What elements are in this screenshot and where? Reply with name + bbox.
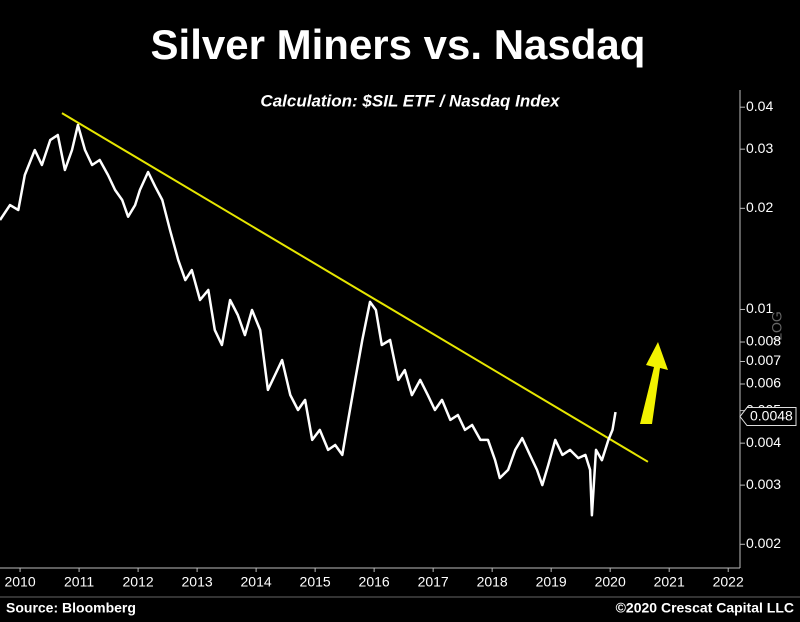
chart-title: Silver Miners vs. Nasdaq xyxy=(151,21,646,68)
y-tick-label: 0.006 xyxy=(746,375,781,391)
x-tick-label: 2015 xyxy=(300,574,331,590)
x-tick-label: 2017 xyxy=(418,574,449,590)
last-value-label: 0.0048 xyxy=(750,407,793,423)
source: Source: Bloomberg xyxy=(6,600,136,616)
y-tick-label: 0.003 xyxy=(746,476,781,492)
y-tick-label: 0.008 xyxy=(746,333,781,349)
y-tick-label: 0.004 xyxy=(746,434,781,450)
x-tick-label: 2012 xyxy=(123,574,154,590)
x-tick-label: 2022 xyxy=(713,574,744,590)
x-tick-label: 2014 xyxy=(241,574,272,590)
series-line xyxy=(0,123,617,517)
x-tick-label: 2019 xyxy=(536,574,567,590)
last-value-box xyxy=(739,407,797,427)
scale-label: LOG xyxy=(769,311,785,341)
trendline xyxy=(61,112,649,463)
x-tick-label: 2018 xyxy=(477,574,508,590)
y-tick-label: 0.002 xyxy=(746,535,781,551)
x-tick-label: 2020 xyxy=(595,574,626,590)
chart-subtitle: Calculation: $SIL ETF / Nasdaq Index xyxy=(260,91,561,110)
y-tick-label: 0.04 xyxy=(746,98,773,114)
y-tick-label: 0.01 xyxy=(746,300,773,316)
x-tick-label: 2016 xyxy=(359,574,390,590)
y-tick-label: 0.007 xyxy=(746,352,781,368)
x-tick-label: 2010 xyxy=(4,574,35,590)
copyright: ©2020 Crescat Capital LLC xyxy=(616,600,794,616)
arrow xyxy=(640,342,668,424)
x-tick-label: 2013 xyxy=(182,574,213,590)
y-tick-label: 0.02 xyxy=(746,199,773,215)
x-tick-label: 2021 xyxy=(654,574,685,590)
x-tick-label: 2011 xyxy=(64,574,94,590)
y-tick-label: 0.03 xyxy=(746,140,773,156)
